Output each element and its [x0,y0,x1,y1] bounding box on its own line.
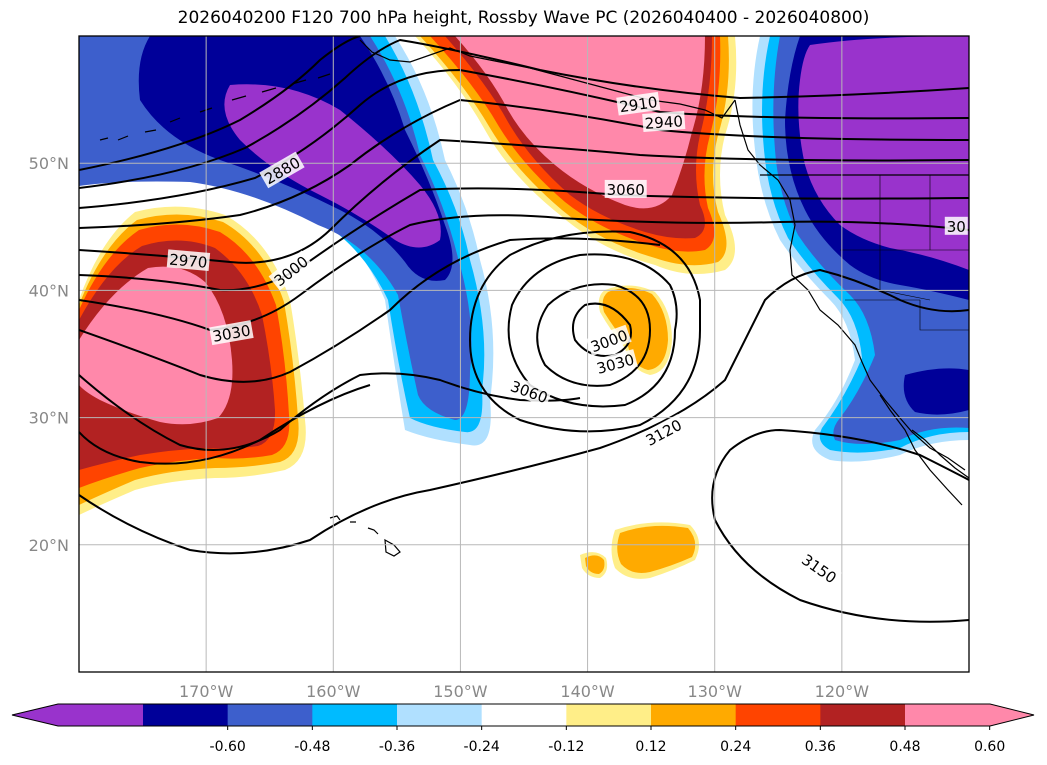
coastline-north-america [734,99,966,471]
negative-anomaly-lobe-northwest [224,84,441,248]
lat-lon-grid [79,36,969,672]
height-contour-low [468,230,701,433]
lat-tick-label: 40°N [29,281,69,300]
height-contour [79,36,361,171]
longitude-labels: 170°W 160°W 150°W 140°W 130°W 120°W [179,682,869,701]
colorbar-swatch [481,704,567,726]
height-contour [79,237,661,383]
latitude-labels: 20°N 30°N 40°N 50°N [29,154,69,555]
contour-label-bg [209,320,254,346]
hawaii-islands [329,515,401,557]
colorbar-tick-label: 0.60 [974,739,1005,755]
positive-anomaly-south [585,555,605,574]
anomaly-shading [79,36,969,579]
contour-label: 3120 [640,414,687,450]
negative-anomaly-lobe-northeast [903,368,969,415]
contour-label-text: 2970 [169,251,209,272]
lon-tick-label: 170°W [179,682,234,701]
contour-label: 30 [944,216,968,236]
lat-tick-label: 20°N [29,536,69,555]
lon-tick-label: 160°W [306,682,361,701]
colorbar-swatch [651,704,737,726]
contour-label-bg [166,249,211,271]
height-contour-low [507,253,678,408]
colorbar-swatch [312,704,398,726]
colorbar-outline [11,703,1035,727]
coastline-mainland-mexico [911,429,969,479]
lon-tick-label: 120°W [815,682,870,701]
positive-anomaly-small-central [602,287,668,370]
contour-label-bg [506,375,553,407]
coastline-baja [879,394,963,506]
contour-label-text: 2940 [644,112,683,133]
height-contour [79,384,371,465]
colorbar-tick-label: -0.60 [210,739,246,755]
contour-label-bg [642,111,686,132]
colorbar-extend-high [905,704,1034,726]
contour-label-text: 30 [947,218,966,236]
colorbar-swatch [397,704,483,726]
contour-label-text: 2910 [618,93,658,116]
lat-tick-label: 30°N [29,409,69,428]
map-frame [78,35,970,673]
height-contour [79,138,969,264]
colorbar-tick-label: -0.36 [379,739,415,755]
colorbar-swatch [227,704,313,726]
height-contour [79,68,969,209]
contour-label-bg [259,151,305,189]
colorbar-extend-low [12,704,143,726]
contour-label-text: 3060 [607,181,645,199]
contour-label: 3060 [506,375,553,407]
contour-label: 2970 [166,249,211,272]
colorbar-tick-label: -0.48 [294,739,330,755]
colorbar-tick-label: 0.12 [635,739,666,755]
contour-label: 3060 [604,179,647,199]
colorbar: -0.60 -0.48 -0.36 -0.24 -0.12 0.12 0.24 0.36 0.4… [11,703,1035,755]
lat-tick-label: 50°N [29,154,69,173]
contour-label: 2940 [642,111,686,133]
lon-tick-label: 140°W [560,682,615,701]
height-contours [79,36,969,623]
height-contour [711,429,969,623]
contour-label-bg [592,349,638,378]
contour-label-bg [640,414,687,450]
contour-label: 2910 [616,91,661,116]
colorbar-tick-label: 0.36 [805,739,836,755]
lon-tick-label: 130°W [688,682,743,701]
colorbar-swatch [820,704,906,726]
contour-label-bg [797,548,842,588]
height-contour [79,38,969,189]
contour-label: 3150 [797,548,842,588]
contour-label-bg [268,250,313,291]
contour-label-bg [604,179,647,198]
height-contour [79,268,969,555]
colorbar-swatch [566,704,652,726]
colorbar-tick-label: -0.12 [548,739,584,755]
contour-label-bg [944,216,968,235]
height-contour-low [572,302,632,357]
height-contour [79,98,969,229]
colorbar-tick-label: 0.48 [889,739,920,755]
positive-anomaly-lobe-north-central [455,36,705,209]
contour-label-bg [616,91,661,116]
colorbar-tick-label: -0.24 [464,739,500,755]
contour-label-bg [586,324,632,356]
contour-label-text: 3060 [508,377,550,407]
map-title: 2026040200 F120 700 hPa height, Rossby W… [177,8,870,28]
colorbar-swatch [143,704,229,726]
colorbar-tick-label: 0.24 [720,739,751,755]
positive-anomaly-south [617,525,696,573]
height-contour-low [536,283,652,387]
colorbar-swatch [735,704,821,726]
lon-tick-label: 150°W [433,682,488,701]
height-contour [79,372,581,451]
